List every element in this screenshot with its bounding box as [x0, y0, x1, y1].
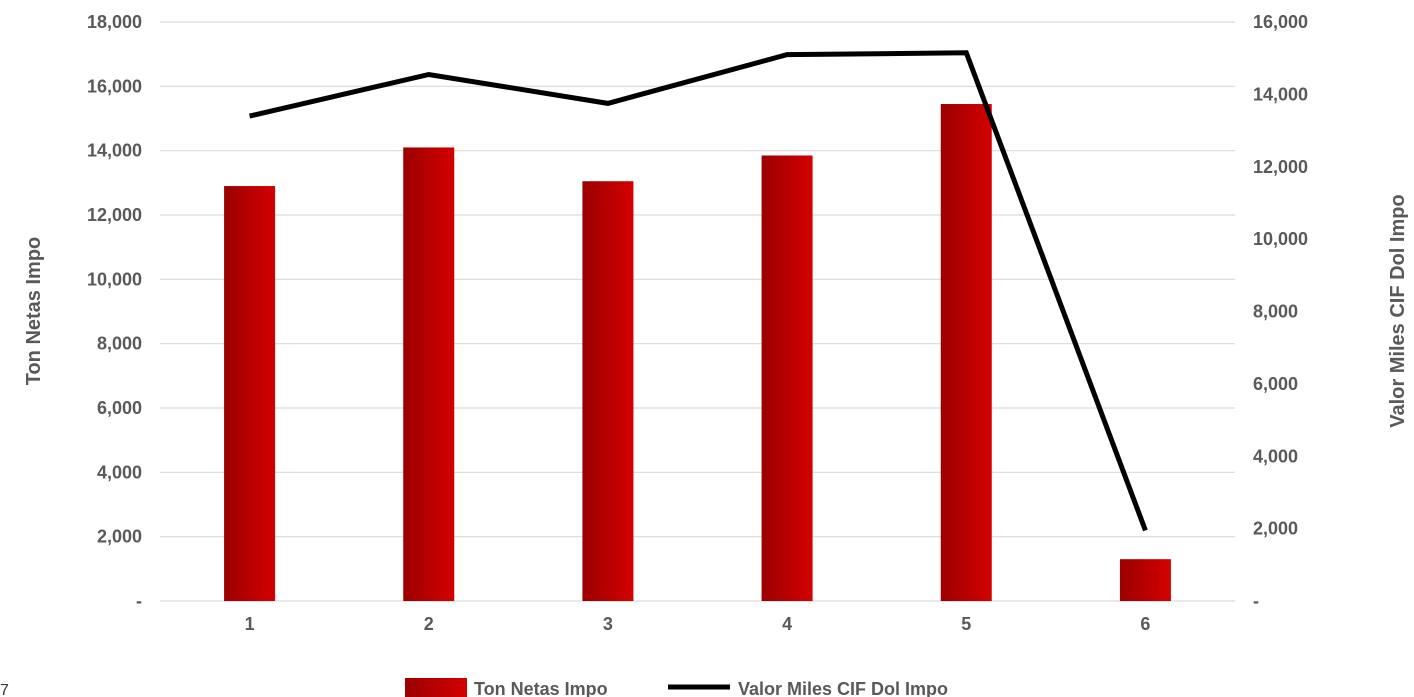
- bar-series: [224, 104, 1171, 602]
- left-tick-label: 14,000: [87, 141, 142, 161]
- left-tick-label: 4,000: [97, 462, 142, 482]
- left-tick-label: 2,000: [97, 527, 142, 547]
- legend-label-line: Valor Miles CIF Dol Impo: [738, 679, 948, 697]
- bar: [761, 155, 813, 601]
- bar: [403, 147, 455, 601]
- right-tick-label: 6,000: [1253, 374, 1298, 394]
- right-tick-label: 12,000: [1253, 157, 1308, 177]
- bar: [582, 181, 634, 601]
- x-tick-label: 3: [603, 614, 613, 634]
- legend-label-bar: Ton Netas Impo: [474, 679, 608, 697]
- bar: [224, 186, 276, 602]
- right-tick-label: 10,000: [1253, 229, 1308, 249]
- legend-swatch-bar: [405, 678, 467, 697]
- line-series: [249, 50, 1148, 532]
- left-tick-label: 16,000: [87, 76, 142, 96]
- left-axis-ticks: - 2,000 4,000 6,000 8,000 10,000 12,000 14,000 1…: [87, 12, 142, 611]
- right-tick-label: 14,000: [1253, 84, 1308, 104]
- left-tick-label: 12,000: [87, 205, 142, 225]
- corner-mark: 7: [0, 682, 9, 697]
- x-tick-label: 4: [782, 614, 792, 634]
- left-axis-title: Ton Netas Impo: [23, 237, 45, 386]
- right-tick-label: 8,000: [1253, 302, 1298, 322]
- x-axis-ticks: 1 2 3 4 5 6: [245, 614, 1151, 634]
- left-tick-label: 10,000: [87, 269, 142, 289]
- gridlines: [160, 21, 1235, 602]
- right-tick-label: -: [1253, 591, 1259, 611]
- left-tick-label: 18,000: [87, 12, 142, 32]
- x-tick-label: 5: [961, 614, 971, 634]
- right-tick-label: 16,000: [1253, 12, 1308, 32]
- right-tick-label: 4,000: [1253, 446, 1298, 466]
- left-tick-label: -: [136, 591, 142, 611]
- x-tick-label: 6: [1140, 614, 1150, 634]
- x-tick-label: 2: [424, 614, 434, 634]
- bar: [1119, 559, 1171, 601]
- series-line: [249, 50, 1148, 532]
- left-tick-label: 6,000: [97, 398, 142, 418]
- right-axis-title: Valor Miles CIF Dol Impo: [1387, 194, 1409, 427]
- right-tick-label: 2,000: [1253, 519, 1298, 539]
- right-axis-ticks: - 2,000 4,000 6,000 8,000 10,000 12,000 14,000 1…: [1253, 12, 1308, 611]
- left-tick-label: 8,000: [97, 334, 142, 354]
- bar: [940, 104, 992, 602]
- legend: Ton Netas Impo Valor Miles CIF Dol Impo: [405, 678, 948, 697]
- x-tick-label: 1: [245, 614, 255, 634]
